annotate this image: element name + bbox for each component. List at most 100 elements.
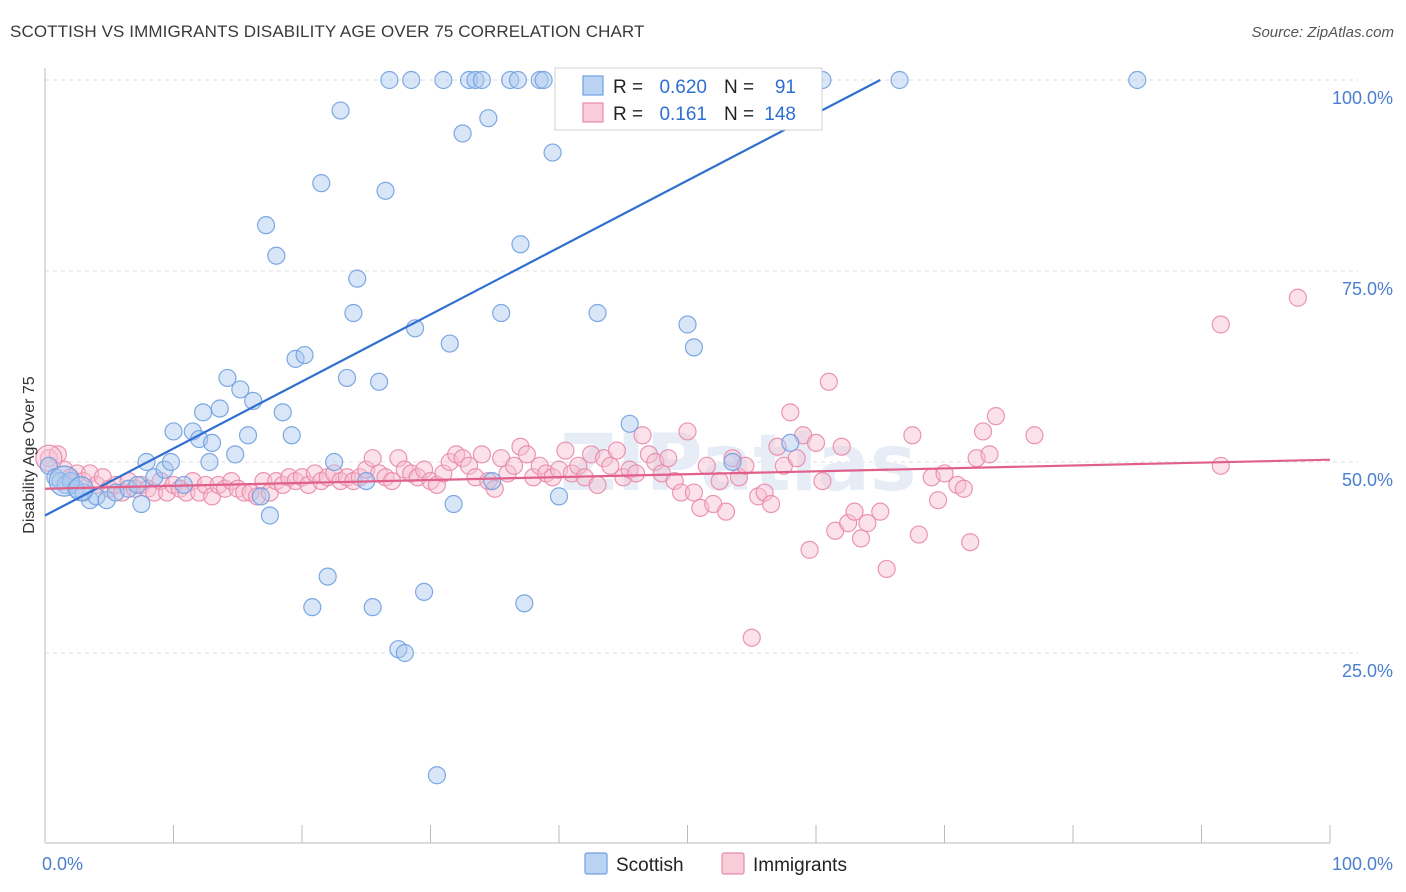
data-point <box>440 334 459 353</box>
data-point <box>877 559 896 579</box>
data-point <box>871 502 890 521</box>
data-point <box>226 445 245 464</box>
data-point <box>511 235 530 254</box>
data-point <box>267 246 286 265</box>
y-tick-labels: 25.0% 50.0% 75.0% 100.0% <box>1332 88 1393 681</box>
data-point <box>337 368 357 388</box>
data-point <box>395 643 414 663</box>
data-point <box>761 494 781 514</box>
data-point <box>427 766 447 785</box>
data-point <box>363 598 382 617</box>
data-point <box>466 70 485 90</box>
data-point <box>132 494 151 514</box>
legend-r-value: 0.620 <box>659 77 707 98</box>
data-point <box>254 472 273 491</box>
data-point <box>295 345 314 365</box>
y-axis-title: Disability Age Over 75 <box>21 376 38 534</box>
data-point <box>231 380 250 399</box>
data-point <box>479 109 498 128</box>
data-point <box>434 464 453 483</box>
x-tick-labels: 0.0% 100.0% <box>42 854 1393 874</box>
data-point <box>210 399 229 418</box>
data-point <box>119 479 138 498</box>
data-point <box>1128 70 1147 90</box>
bottom-legend-swatch-scottish <box>584 852 608 875</box>
x-tick-label-max: 100.0% <box>1332 854 1393 874</box>
data-point <box>492 303 511 323</box>
axes <box>44 68 1331 844</box>
data-point <box>218 368 237 388</box>
legend-n-label: N = <box>724 77 754 98</box>
legend-swatch-immigrants <box>582 102 604 123</box>
scottish-trend-line <box>44 79 881 517</box>
data-point <box>665 472 684 491</box>
data-point <box>530 70 549 90</box>
data-point <box>161 452 181 472</box>
data-point <box>909 525 928 544</box>
data-point <box>851 529 871 548</box>
data-point <box>303 598 322 617</box>
data-point <box>986 407 1006 426</box>
data-point <box>588 475 607 495</box>
data-point <box>282 426 301 445</box>
data-point <box>1211 456 1230 475</box>
data-point <box>1025 426 1044 445</box>
legend-swatch-scottish <box>582 75 604 96</box>
data-point <box>961 533 980 552</box>
data-point <box>569 456 588 475</box>
data-point <box>716 502 736 521</box>
data-point <box>164 422 183 441</box>
data-point <box>755 483 774 502</box>
source-label: Source: ZipAtlas.com <box>1251 24 1394 41</box>
data-point <box>39 449 58 468</box>
stats-legend: R = 0.620 N = 91 R = 0.161 N = 148 <box>554 67 823 131</box>
legend-r-value: 0.161 <box>659 104 707 125</box>
data-point <box>806 433 826 452</box>
legend-n-label: N = <box>724 104 754 125</box>
data-point <box>459 456 479 475</box>
data-point <box>781 403 800 422</box>
data-point <box>145 483 164 502</box>
data-point <box>678 422 697 441</box>
data-point <box>325 452 344 472</box>
data-point <box>312 174 331 193</box>
legend-r-label: R = <box>613 77 643 98</box>
data-point <box>286 349 305 368</box>
data-point <box>256 216 276 235</box>
immigrants-trend-line <box>44 458 1331 490</box>
data-point <box>200 452 219 472</box>
data-point <box>601 456 620 475</box>
bottom-legend-label-immigrants: Immigrants <box>753 855 847 876</box>
y-tick-label: 25.0% <box>1342 661 1393 681</box>
bottom-legend-label-scottish: Scottish <box>616 855 684 876</box>
data-point <box>193 403 213 422</box>
data-point <box>348 269 367 288</box>
data-point <box>508 70 527 90</box>
data-point <box>260 506 279 525</box>
data-point <box>444 494 463 514</box>
data-point <box>626 464 646 483</box>
data-point <box>543 143 562 162</box>
data-point <box>832 437 851 456</box>
data-point <box>128 475 147 495</box>
data-point <box>472 70 491 90</box>
data-point <box>549 487 569 506</box>
data-point <box>710 472 729 491</box>
data-point <box>479 472 498 491</box>
data-point <box>453 124 472 143</box>
data-point <box>380 70 399 90</box>
data-point <box>534 70 553 90</box>
data-point <box>819 372 838 391</box>
data-point <box>839 514 858 533</box>
data-point <box>39 456 58 475</box>
data-point <box>251 487 270 506</box>
data-point <box>813 472 832 491</box>
grid-lines <box>45 79 1358 654</box>
data-point <box>659 449 678 468</box>
data-point <box>414 582 434 601</box>
data-point <box>155 460 174 479</box>
data-point <box>331 101 350 120</box>
data-point <box>633 426 652 445</box>
data-point <box>202 433 222 452</box>
legend-n-value: 148 <box>764 104 796 125</box>
